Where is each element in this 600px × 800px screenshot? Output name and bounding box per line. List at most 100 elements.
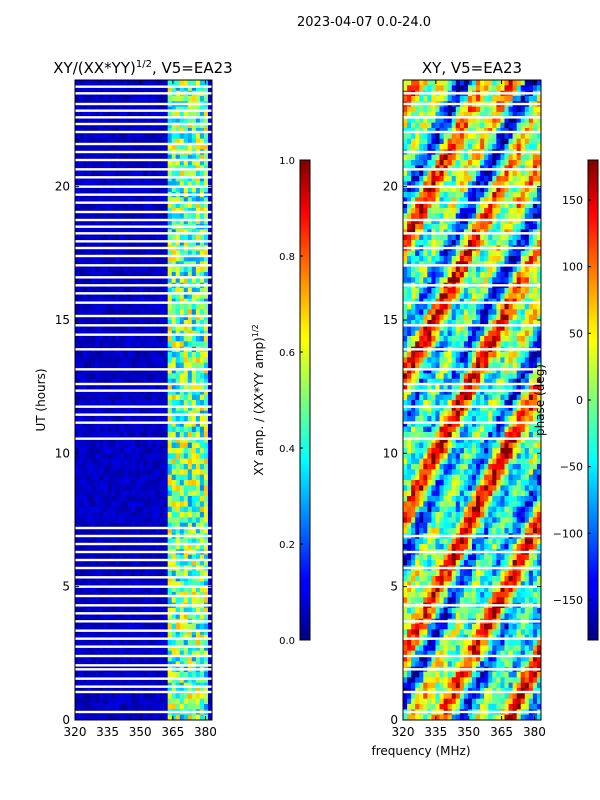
heatmap-cell [115, 378, 120, 385]
heatmap-cell [504, 133, 509, 140]
heatmap-cell [167, 613, 173, 620]
heatmap-cell [512, 154, 518, 161]
heatmap-cell [187, 570, 193, 577]
heatmap-cell [155, 448, 161, 454]
heatmap-cell [207, 213, 212, 220]
heatmap-cell [91, 138, 96, 145]
heatmap-cell [187, 613, 193, 620]
heatmap-cell [528, 117, 534, 124]
heatmap-cell [171, 389, 177, 396]
heatmap-cell [103, 314, 108, 321]
heatmap-cell [175, 464, 181, 470]
heatmap-cell [131, 432, 136, 438]
heatmap-cell [171, 576, 177, 582]
heatmap-cell [99, 490, 104, 497]
heatmap-cell [496, 144, 501, 150]
heatmap-cell [199, 197, 205, 204]
heatmap-cell [139, 506, 144, 513]
heatmap-cell [175, 650, 181, 657]
heatmap-cell [199, 544, 205, 550]
heatmap-cell [151, 538, 156, 545]
heatmap-cell [167, 256, 173, 262]
heatmap-cell [83, 266, 88, 273]
heatmap-cell [163, 266, 169, 273]
heatmap-cell [79, 176, 84, 182]
heatmap-cell [127, 501, 132, 508]
heatmap-cell [107, 362, 112, 369]
heatmap-cell [119, 277, 124, 284]
heatmap-cell [524, 181, 530, 188]
heatmap-cell [111, 389, 116, 396]
heatmap-cell [103, 416, 108, 422]
heatmap-cell [127, 186, 132, 193]
heatmap-cell [87, 170, 92, 177]
heatmap-cell [207, 138, 212, 145]
heatmap-cell [167, 538, 173, 545]
heatmap-cell [119, 314, 124, 321]
flagged-row [75, 677, 212, 680]
heatmap-cell [123, 394, 128, 401]
heatmap-cell [111, 469, 116, 476]
heatmap-cell [179, 144, 185, 150]
heatmap-cell [87, 426, 92, 433]
heatmap-cell [435, 122, 440, 129]
heatmap-cell [131, 202, 136, 209]
heatmap-cell [171, 586, 177, 593]
heatmap-cell [496, 117, 501, 124]
heatmap-cell [203, 538, 209, 545]
heatmap-cell [139, 218, 144, 225]
heatmap-cell [476, 202, 481, 209]
heatmap-cell [87, 293, 92, 300]
heatmap-cell [143, 368, 148, 374]
heatmap-cell [135, 117, 140, 124]
heatmap-cell [492, 197, 497, 204]
heatmap-cell [155, 394, 161, 401]
heatmap-cell [147, 213, 152, 220]
heatmap-cell [135, 325, 140, 332]
heatmap-cell [427, 96, 432, 102]
heatmap-cell [151, 464, 156, 470]
heatmap-cell [488, 85, 493, 92]
heatmap-cell [203, 629, 209, 636]
heatmap-cell [135, 453, 140, 460]
heatmap-cell [75, 341, 80, 348]
heatmap-cell [79, 704, 84, 710]
heatmap-cell [151, 272, 156, 278]
heatmap-cell [207, 570, 212, 577]
heatmap-cell [508, 96, 513, 102]
heatmap-cell [191, 250, 197, 257]
heatmap-cell [159, 544, 165, 550]
heatmap-cell [195, 560, 201, 566]
heatmap-cell [191, 570, 197, 577]
heatmap-cell [83, 698, 88, 705]
heatmap-cell [199, 448, 205, 454]
heatmap-cell [83, 517, 88, 524]
heatmap-cell [115, 325, 120, 332]
heatmap-cell [91, 378, 96, 385]
heatmap-cell [151, 176, 156, 182]
heatmap-cell [175, 528, 181, 534]
heatmap-cell [127, 389, 132, 396]
heatmap-cell [87, 362, 92, 369]
heatmap-cell [435, 106, 440, 113]
heatmap-cell [123, 112, 128, 118]
heatmap-cell [99, 485, 104, 492]
heatmap-cell [171, 186, 177, 193]
heatmap-cell [159, 362, 165, 369]
heatmap-cell [403, 96, 408, 102]
heatmap-cell [455, 96, 461, 102]
heatmap-cell [532, 122, 538, 129]
heatmap-cell [488, 112, 493, 118]
heatmap-cell [131, 373, 136, 380]
heatmap-cell [492, 160, 497, 166]
heatmap-cell [191, 133, 197, 140]
heatmap-cell [83, 234, 88, 241]
heatmap-cell [423, 144, 428, 150]
heatmap-cell [147, 656, 152, 662]
heatmap-cell [91, 288, 96, 294]
heatmap-cell [103, 80, 108, 86]
heatmap-cell [131, 586, 136, 593]
heatmap-cell [435, 96, 440, 102]
heatmap-cell [191, 453, 197, 460]
heatmap-cell [183, 554, 189, 561]
